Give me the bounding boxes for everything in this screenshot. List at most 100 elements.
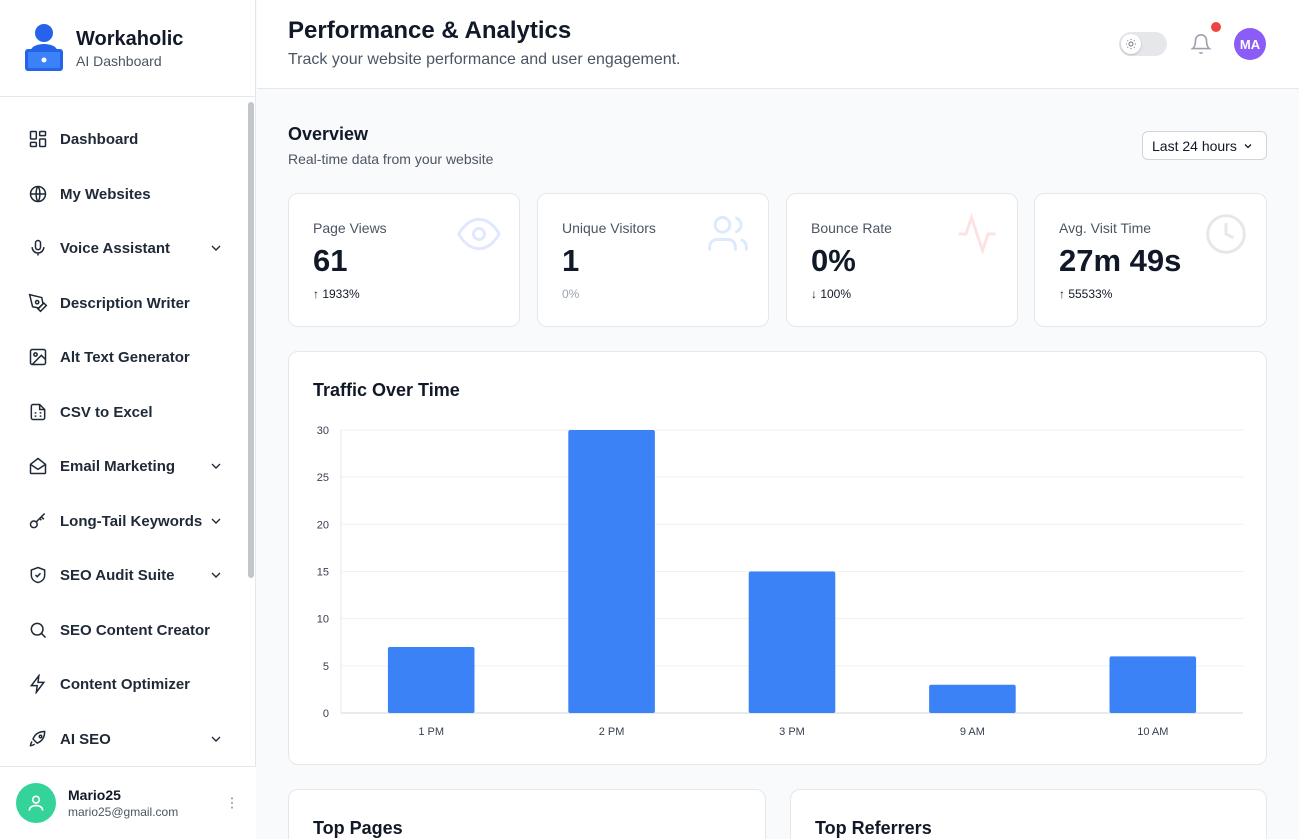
overview-subtitle: Real-time data from your website [288, 151, 494, 167]
brand-name: Workaholic [76, 28, 184, 50]
clock-icon [1206, 214, 1246, 254]
sidebar-scrollbar[interactable] [248, 100, 254, 764]
lightning-icon [29, 674, 46, 694]
sidebar-item-seo-audit-suite[interactable]: SEO Audit Suite [16, 555, 236, 595]
x-tick-label: 3 PM [779, 726, 805, 738]
stat-change: ↑ 1933% [313, 287, 360, 301]
sidebar-item-label: AI SEO [60, 730, 111, 748]
notification-dot [1211, 22, 1221, 32]
y-tick-label: 0 [323, 708, 329, 720]
y-tick-label: 5 [323, 661, 329, 673]
stat-value: 1 [562, 243, 580, 278]
sidebar-item-email-marketing[interactable]: Email Marketing [16, 446, 236, 486]
stat-label: Bounce Rate [811, 220, 892, 236]
bar [1109, 656, 1197, 713]
mail-open-icon [29, 457, 47, 475]
sidebar-item-my-websites[interactable]: My Websites [16, 174, 236, 214]
page-title: Performance & Analytics [288, 17, 572, 44]
x-tick-label: 9 AM [960, 726, 985, 738]
chevron-down-icon[interactable] [208, 567, 224, 583]
stat-card-bounce-rate: Bounce Rate 0% ↓ 100% [786, 193, 1018, 327]
x-tick-label: 1 PM [418, 726, 444, 738]
sidebar-item-label: Description Writer [60, 294, 190, 312]
sidebar-item-label: Alt Text Generator [60, 348, 190, 366]
sidebar-item-label: SEO Content Creator [60, 621, 211, 639]
stat-value: 61 [313, 243, 348, 278]
sidebar-nav: Dashboard My Websites Voice Assistant De… [0, 98, 256, 766]
user-name: Mario25 [68, 787, 121, 803]
sidebar-item-content-optimizer[interactable]: Content Optimizer [16, 664, 236, 704]
time-range-select[interactable]: Last 24 hours [1142, 131, 1267, 160]
sidebar-item-label: CSV to Excel [60, 403, 153, 421]
search-icon [30, 622, 47, 639]
top-pages-card: Top Pages [288, 789, 766, 839]
stat-change: ↑ 55533% [1059, 287, 1113, 301]
sidebar-item-csv-to-excel[interactable]: CSV to Excel [16, 392, 236, 432]
y-tick-label: 30 [317, 425, 329, 437]
top-referrers-card: Top Referrers [790, 789, 1267, 839]
sidebar-item-alt-text-generator[interactable]: Alt Text Generator [16, 337, 236, 377]
bar [387, 646, 475, 713]
time-range-value: Last 24 hours [1152, 137, 1237, 154]
sidebar-item-seo-content-creator[interactable]: SEO Content Creator [16, 610, 236, 650]
y-tick-label: 20 [317, 519, 329, 531]
y-tick-label: 15 [317, 567, 329, 579]
sidebar-item-label: My Websites [60, 185, 151, 203]
user-icon [28, 795, 44, 811]
sidebar-item-voice-assistant[interactable]: Voice Assistant [16, 228, 236, 268]
stat-value: 27m 49s [1059, 243, 1182, 278]
stat-card-avg-visit-time: Avg. Visit Time 27m 49s ↑ 55533% [1034, 193, 1267, 327]
top-pages-title: Top Pages [313, 818, 403, 838]
chevron-down-icon[interactable] [208, 731, 224, 747]
sidebar-item-label: Email Marketing [60, 457, 176, 475]
x-tick-label: 2 PM [599, 726, 625, 738]
sidebar-item-label: Dashboard [60, 130, 139, 148]
sidebar-item-long-tail-keywords[interactable]: Long-Tail Keywords [16, 501, 236, 541]
overview-title: Overview [288, 124, 369, 144]
user-avatar [16, 783, 56, 823]
user-profile[interactable]: Mario25 mario25@gmail.com [0, 766, 256, 839]
rocket-icon [29, 730, 46, 747]
pen-tool-icon [28, 293, 48, 313]
microphone-icon [31, 239, 45, 256]
chevron-down-icon[interactable] [208, 458, 224, 474]
sidebar-item-label: Content Optimizer [60, 675, 190, 693]
image-icon [29, 348, 47, 366]
more-vertical-icon[interactable] [224, 795, 240, 811]
spreadsheet-icon [30, 403, 46, 421]
shield-check-icon [30, 566, 46, 584]
bar [568, 430, 655, 713]
top-header: Performance & Analytics Track your websi… [257, 0, 1299, 89]
y-tick-label: 10 [317, 614, 329, 626]
x-tick-label: 10 AM [1137, 726, 1168, 738]
sidebar-scrollbar-thumb[interactable] [248, 102, 254, 578]
sidebar-item-label: Voice Assistant [60, 239, 171, 257]
avatar[interactable]: MA [1234, 28, 1266, 60]
page-subtitle: Track your website performance and user … [288, 51, 681, 68]
sidebar-item-label: SEO Audit Suite [60, 566, 175, 584]
bar [929, 684, 1016, 713]
chevron-down-icon[interactable] [208, 513, 224, 529]
globe-icon [29, 185, 47, 203]
sidebar-item-dashboard[interactable]: Dashboard [16, 119, 236, 159]
sidebar-item-description-writer[interactable]: Description Writer [16, 283, 236, 323]
sun-icon [1126, 39, 1136, 49]
chevron-down-icon [1244, 143, 1252, 148]
traffic-chart-card: Traffic Over Time 0 5 10 15 20 25 30 1 PM 2 PM 3 … [288, 351, 1267, 765]
brand-subtitle: AI Dashboard [76, 53, 162, 69]
bar [748, 571, 836, 713]
bell-icon[interactable] [1190, 33, 1212, 55]
brand[interactable]: Workaholic AI Dashboard [0, 0, 255, 97]
stat-label: Unique Visitors [562, 220, 656, 236]
theme-toggle-knob [1121, 34, 1141, 54]
theme-toggle[interactable] [1119, 32, 1167, 56]
stat-label: Page Views [313, 220, 387, 236]
chevron-down-icon[interactable] [208, 240, 224, 256]
stat-change: ↓ 100% [811, 287, 852, 301]
user-email: mario25@gmail.com [68, 805, 179, 819]
sidebar-item-ai-seo[interactable]: AI SEO [16, 719, 236, 759]
traffic-bar-chart: 0 5 10 15 20 25 30 1 PM 2 PM 3 PM 9 AM 10 AM [317, 425, 1243, 738]
logo-icon [25, 24, 63, 71]
activity-icon [958, 212, 996, 256]
y-tick-label: 25 [317, 472, 329, 484]
